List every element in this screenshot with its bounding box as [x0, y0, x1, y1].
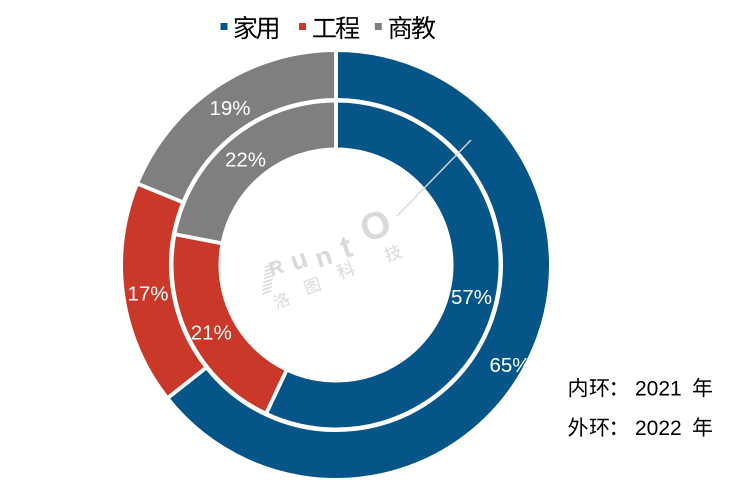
svg-text:57%: 57%: [451, 286, 492, 309]
svg-text:65%: 65%: [489, 354, 530, 377]
svg-text:2021: 2021: [635, 378, 682, 401]
svg-text:22%: 22%: [225, 149, 266, 172]
svg-text:2022: 2022: [635, 417, 682, 440]
svg-text:21%: 21%: [191, 322, 232, 345]
svg-text:19%: 19%: [209, 97, 250, 120]
svg-text:17%: 17%: [127, 283, 168, 306]
